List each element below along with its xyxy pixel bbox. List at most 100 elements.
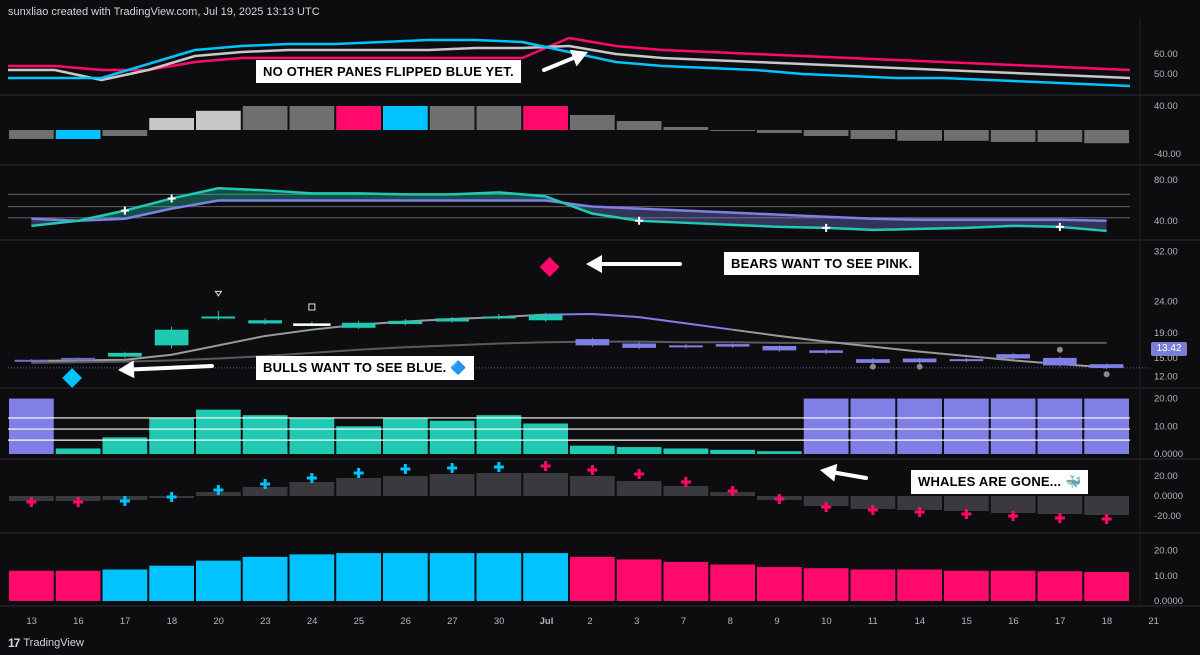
pane3-fill-12 (592, 206, 640, 221)
x-tick-23: 18 (1102, 616, 1113, 627)
pane3-fill-13 (639, 208, 686, 223)
x-tick-12: 2 (587, 616, 592, 627)
pane7-bar-6 (289, 554, 335, 601)
pane6-bar-12 (570, 476, 615, 496)
pane3-fill-15 (732, 212, 780, 227)
pane7-bar-22 (1037, 571, 1083, 601)
pane7-bar-14 (663, 561, 709, 601)
x-tick-3: 18 (167, 616, 178, 627)
pane3-fill-17 (826, 216, 873, 230)
pane6-marker-16 (774, 494, 785, 504)
pane3-fill-8 (405, 194, 453, 201)
pane1-line-blue (8, 38, 1131, 88)
pane6-marker-20 (961, 509, 972, 519)
pane7-bar-18 (850, 569, 896, 601)
pane3-line-slow (31, 199, 1107, 223)
arrow-bulls-shaft (131, 364, 214, 372)
tradingview-brand: TradingView (23, 637, 84, 649)
x-tick-16: 9 (774, 616, 779, 627)
pane4-ytick-4: 12.00 (1154, 372, 1178, 383)
candle-body-11 (528, 314, 563, 321)
pane5-bar-3 (149, 417, 194, 454)
pane7-ytick-1: 10.00 (1154, 571, 1178, 582)
annotation-whales: WHALES ARE GONE... 🐳 (911, 470, 1089, 494)
pane3-marker-0 (120, 206, 129, 215)
pane2-bar-9 (429, 106, 475, 130)
pane6-marker-11 (540, 461, 551, 471)
tradingview-logo[interactable]: 17 TradingView (8, 636, 84, 650)
pane2-bar-6 (289, 106, 335, 130)
pane6-bar-7 (336, 478, 381, 496)
pane4-dot-1 (916, 363, 923, 370)
arrow-bears-head (586, 255, 602, 273)
pane6-marker-2 (119, 496, 130, 506)
pane2-bar-11 (523, 106, 568, 130)
candle-body-19 (902, 358, 937, 363)
pane2-bar-17 (803, 130, 849, 136)
x-tick-20: 15 (961, 616, 972, 627)
candle-body-14 (669, 345, 703, 348)
pane6-marker-14 (680, 477, 691, 487)
pane7-bar-11 (523, 553, 568, 601)
pane3-ytick-0: 80.00 (1154, 175, 1178, 186)
pane4-dot-0 (869, 363, 876, 370)
pane7-bar-19 (897, 569, 942, 601)
pane4-ytick-1: 24.00 (1154, 296, 1178, 307)
pane7-bar-1 (55, 570, 101, 601)
pane6-ytick-0: 20.00 (1154, 471, 1178, 482)
pane2-bar-4 (196, 110, 241, 130)
pane3-marker-4 (1055, 222, 1064, 231)
pane4-square-marker (308, 303, 316, 311)
pane2-bar-8 (383, 106, 428, 130)
pane7-bar-16 (757, 566, 802, 601)
pane6-marker-0 (26, 497, 37, 507)
candle-body-12 (575, 339, 610, 346)
pane3-marker-3 (822, 223, 831, 232)
pane5-bar-18 (850, 398, 896, 454)
pane5-bar-5 (242, 415, 288, 454)
x-tick-5: 23 (260, 616, 271, 627)
candle-body-5 (248, 320, 282, 324)
pane7-bar-13 (616, 559, 662, 601)
pane2-bar-19 (897, 130, 942, 141)
annotation-bulls: BULLS WANT TO SEE BLUE. 🔷 (256, 356, 474, 380)
candle-body-16 (762, 345, 797, 351)
x-tick-6: 24 (307, 616, 318, 627)
pane7-bar-15 (710, 564, 755, 601)
pane3-marker-2 (635, 216, 644, 225)
pane5-bar-15 (710, 449, 755, 454)
pane6-bar-10 (476, 473, 522, 496)
pane2-bar-18 (850, 130, 896, 139)
x-tick-18: 11 (868, 616, 878, 627)
pane5-bar-16 (757, 451, 802, 454)
pane5-bar-19 (897, 398, 942, 454)
pane5-bar-13 (616, 447, 662, 454)
pane6-marker-23 (1101, 514, 1112, 524)
pane7-bar-4 (196, 560, 241, 601)
annotation-bears: BEARS WANT TO SEE PINK. (724, 252, 920, 275)
pane4-ma-slow (31, 340, 1107, 364)
pane2-bar-15 (710, 130, 755, 131)
pane7-ytick-0: 20.00 (1154, 546, 1178, 557)
pane2-bar-0 (9, 130, 54, 139)
pane6-marker-10 (493, 462, 504, 472)
pane2-bar-21 (990, 130, 1036, 142)
pane1-ytick-0: 60.00 (1154, 49, 1178, 60)
pane6-marker-22 (1054, 513, 1065, 523)
pane3-fill-2 (124, 198, 172, 219)
pane3-fill-6 (311, 193, 359, 201)
pane2-bar-3 (149, 118, 194, 130)
pane6-marker-19 (914, 507, 925, 517)
candle-body-17 (809, 350, 843, 353)
x-tick-2: 17 (120, 616, 131, 627)
candle-body-0 (14, 359, 49, 362)
arrow-top-shaft (542, 56, 576, 72)
pane5-ytick-2: 0.0000 (1154, 449, 1183, 460)
pane2-ytick-0: 40.00 (1154, 101, 1178, 112)
candle-body-20 (949, 359, 984, 362)
pane5-bar-17 (803, 398, 849, 454)
pane5-bar-1 (55, 448, 101, 454)
candle-body-23 (1089, 364, 1124, 368)
